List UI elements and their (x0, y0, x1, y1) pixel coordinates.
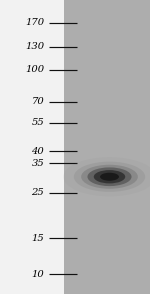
Ellipse shape (63, 157, 150, 196)
Text: 130: 130 (25, 42, 44, 51)
Text: 100: 100 (25, 66, 44, 74)
Text: 40: 40 (32, 147, 44, 156)
Text: 70: 70 (32, 97, 44, 106)
Ellipse shape (81, 165, 138, 189)
FancyBboxPatch shape (0, 0, 64, 294)
Text: 10: 10 (32, 270, 44, 279)
Text: 25: 25 (32, 188, 44, 198)
Ellipse shape (100, 173, 119, 181)
Text: 170: 170 (25, 18, 44, 27)
FancyBboxPatch shape (64, 0, 150, 294)
Text: 55: 55 (32, 118, 44, 128)
Text: 35: 35 (32, 158, 44, 168)
Text: 15: 15 (32, 234, 44, 243)
Ellipse shape (74, 162, 145, 192)
Ellipse shape (87, 167, 132, 186)
Ellipse shape (94, 170, 125, 183)
